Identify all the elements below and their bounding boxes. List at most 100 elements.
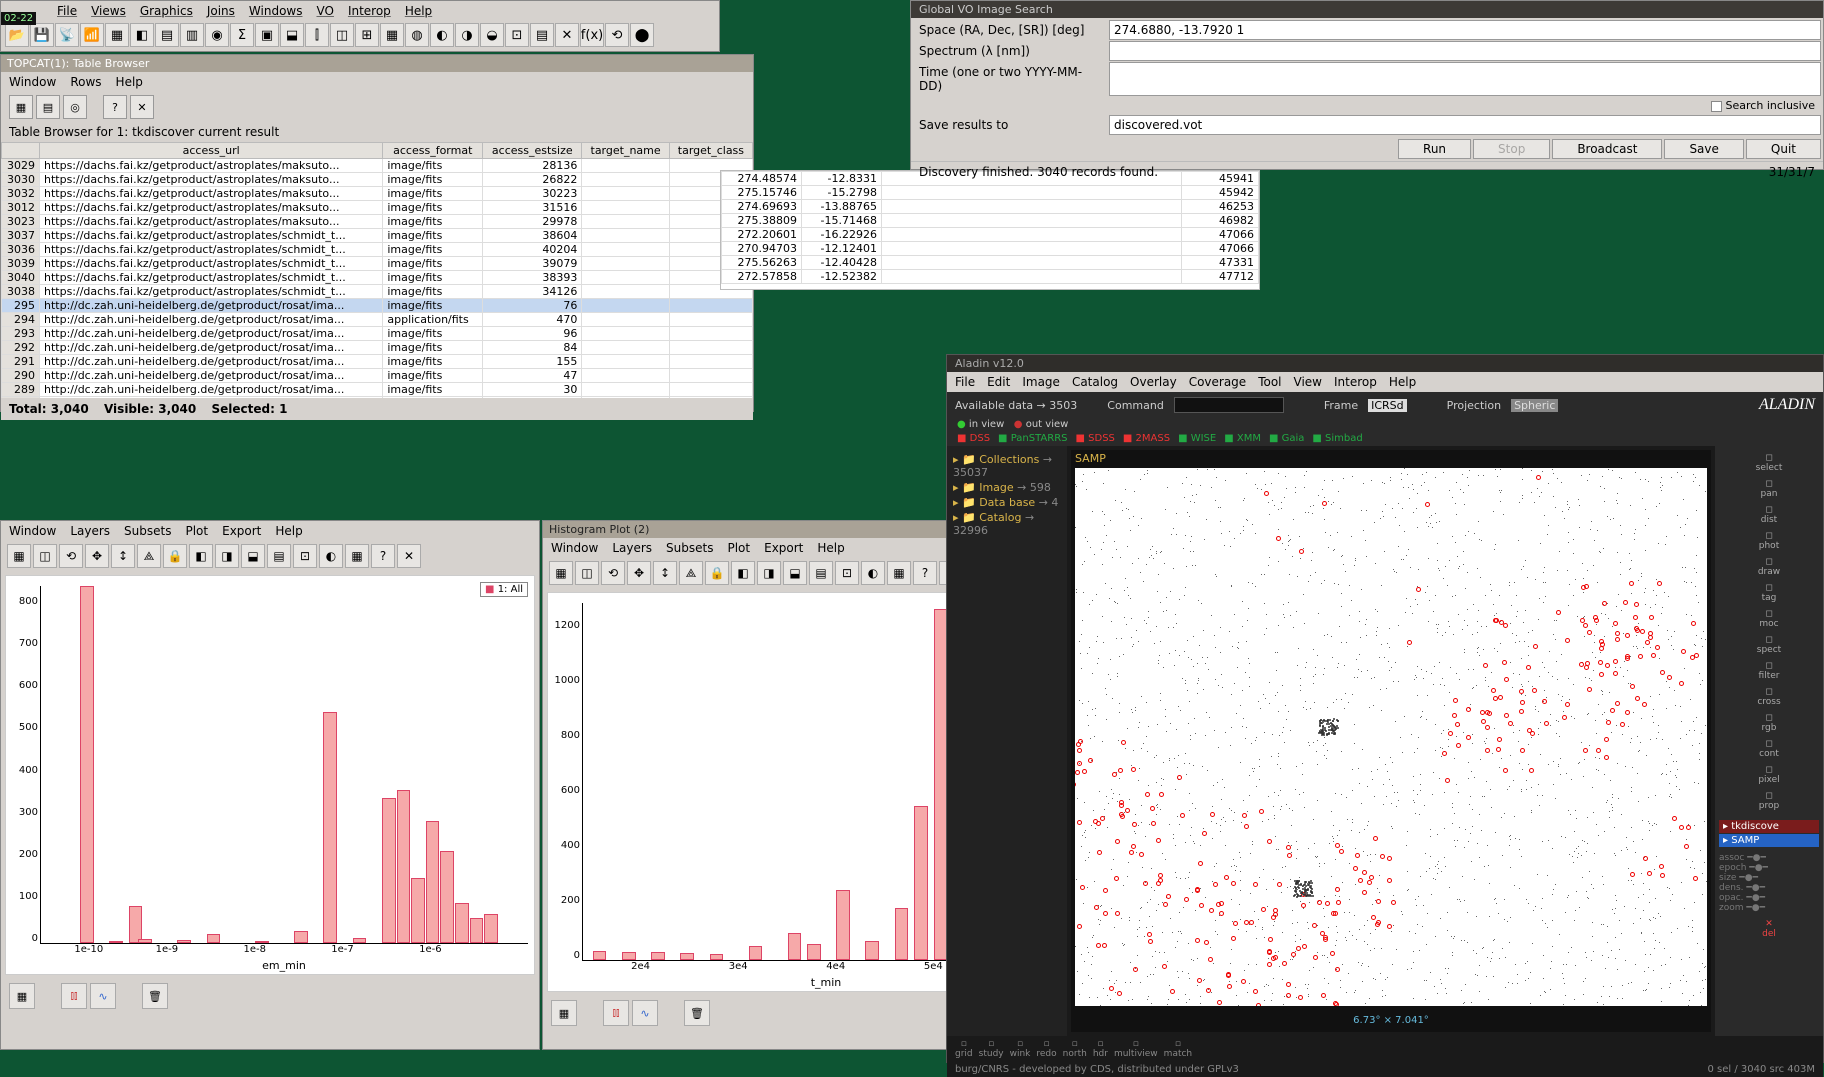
bars-icon[interactable]: ⫾⫾ [61, 983, 87, 1009]
table-row[interactable]: 295http://dc.zah.uni-heidelberg.de/getpr… [2, 299, 753, 313]
toolbar-icon[interactable]: ▦ [887, 561, 911, 585]
tree-item[interactable]: ▸ 📁 Catalog → 32996 [953, 510, 1061, 538]
slider-epoch[interactable]: epoch ━●━ [1719, 863, 1819, 873]
menu-window[interactable]: Window [9, 75, 56, 89]
slider-assoc[interactable]: assoc ━●━ [1719, 853, 1819, 863]
table-row[interactable]: 3040https://dachs.fai.kz/getproduct/astr… [2, 271, 753, 285]
menu-catalog[interactable]: Catalog [1072, 375, 1118, 389]
projection-select[interactable]: Spheric [1511, 399, 1558, 412]
slider-dens.[interactable]: dens. ━●━ [1719, 883, 1819, 893]
spectrum-input[interactable] [1109, 41, 1821, 61]
toolbar-icon[interactable]: ◧ [731, 561, 755, 585]
toolbar-icon[interactable]: ⬓ [280, 23, 304, 47]
toolbar-icon[interactable]: 💾 [30, 23, 54, 47]
toolbar-icon[interactable]: ▦ [345, 544, 369, 568]
toolbar-icon[interactable]: ▣ [255, 23, 279, 47]
tool-pan[interactable]: ◻pan [1719, 476, 1819, 502]
toolbar-icon[interactable]: 📶 [80, 23, 104, 47]
toolbar-icon[interactable]: ▤ [809, 561, 833, 585]
table-row[interactable]: 3036https://dachs.fai.kz/getproduct/astr… [2, 243, 753, 257]
toolbar-icon[interactable]: ▦ [105, 23, 129, 47]
column-header[interactable]: target_name [582, 143, 669, 159]
toolbar-icon[interactable]: ▦ [380, 23, 404, 47]
tool-cont[interactable]: ◻cont [1719, 736, 1819, 762]
layer-item[interactable]: ▸ SAMP [1719, 834, 1819, 847]
slider-size[interactable]: size ━●━ [1719, 873, 1819, 883]
toolbar-icon[interactable]: 📂 [5, 23, 29, 47]
menu-coverage[interactable]: Coverage [1189, 375, 1247, 389]
bars-icon[interactable]: ⫾⫾ [603, 1000, 629, 1026]
toolbar-icon[interactable]: ⟁ [137, 544, 161, 568]
toolbar-icon[interactable]: ⟲ [59, 544, 83, 568]
table-row[interactable]: 3037https://dachs.fai.kz/getproduct/astr… [2, 229, 753, 243]
grid-icon[interactable]: ▦ [9, 95, 33, 119]
close-icon[interactable]: ✕ [130, 95, 154, 119]
tool-filter[interactable]: ◻filter [1719, 658, 1819, 684]
column-header[interactable]: access_estsize [483, 143, 582, 159]
menu-export[interactable]: Export [764, 541, 803, 555]
toolbar-icon[interactable]: ◐ [861, 561, 885, 585]
toolbar-icon[interactable]: ⊡ [835, 561, 859, 585]
menu-layers[interactable]: Layers [70, 524, 110, 538]
collections-tree[interactable]: ▸ 📁 Collections → 35037▸ 📁 Image → 598▸ … [947, 446, 1067, 1036]
trash-icon[interactable]: 🗑 [142, 983, 168, 1009]
toolbar-icon[interactable]: ◫ [33, 544, 57, 568]
table-row[interactable]: 291http://dc.zah.uni-heidelberg.de/getpr… [2, 355, 753, 369]
save-input[interactable] [1109, 115, 1821, 135]
column-header[interactable] [2, 143, 40, 159]
survey-badge[interactable]: WISE [1178, 433, 1216, 444]
toolbar-icon[interactable]: ◫ [330, 23, 354, 47]
tool-draw[interactable]: ◻draw [1719, 554, 1819, 580]
menu-interop[interactable]: Interop [348, 4, 391, 18]
tool-pixel[interactable]: ◻pixel [1719, 762, 1819, 788]
table-row[interactable]: 289http://dc.zah.uni-heidelberg.de/getpr… [2, 383, 753, 397]
toolbar-icon[interactable]: ◑ [455, 23, 479, 47]
menu-windows[interactable]: Windows [249, 4, 303, 18]
tree-item[interactable]: ▸ 📁 Image → 598 [953, 480, 1061, 495]
column-header[interactable]: access_format [383, 143, 483, 159]
toolbar-icon[interactable]: ↕ [111, 544, 135, 568]
menu-rows[interactable]: Rows [70, 75, 101, 89]
menu-export[interactable]: Export [222, 524, 261, 538]
toolbar-icon[interactable]: ⊡ [505, 23, 529, 47]
bottom-icon-north[interactable]: ▫north [1063, 1039, 1087, 1059]
column-header[interactable]: access_url [40, 143, 383, 159]
tool-prop[interactable]: ◻prop [1719, 788, 1819, 814]
toolbar-icon[interactable]: ✥ [85, 544, 109, 568]
wave-icon[interactable]: ∿ [632, 1000, 658, 1026]
circle-tool-icon[interactable]: ◎ [63, 95, 87, 119]
run-button[interactable]: Run [1398, 139, 1471, 159]
delete-label[interactable]: del [1762, 929, 1776, 939]
tool-rgb[interactable]: ◻rgb [1719, 710, 1819, 736]
command-input[interactable] [1174, 397, 1284, 413]
tool-tag[interactable]: ◻tag [1719, 580, 1819, 606]
toolbar-icon[interactable]: ↕ [653, 561, 677, 585]
survey-badge[interactable]: XMM [1224, 433, 1261, 444]
inclusive-checkbox[interactable] [1711, 101, 1722, 112]
sky-view[interactable]: SAMP 6.73° × 7.041° [1071, 450, 1711, 1032]
tool-spect[interactable]: ◻spect [1719, 632, 1819, 658]
menu-file[interactable]: File [955, 375, 975, 389]
toolbar-icon[interactable]: ✕ [555, 23, 579, 47]
histogram-plot[interactable]: ■ 1: All 0100200300400500600700800 em_mi… [5, 575, 535, 975]
toolbar-icon[interactable]: ✕ [397, 544, 421, 568]
toolbar-icon[interactable]: ⟲ [601, 561, 625, 585]
wave-icon[interactable]: ∿ [90, 983, 116, 1009]
stop-button[interactable]: Stop [1473, 139, 1550, 159]
survey-badge[interactable]: PanSTARRS [998, 433, 1067, 444]
menu-overlay[interactable]: Overlay [1130, 375, 1177, 389]
tool-moc[interactable]: ◻moc [1719, 606, 1819, 632]
survey-badge[interactable]: Gaia [1269, 433, 1304, 444]
menu-subsets[interactable]: Subsets [666, 541, 713, 555]
toolbar-icon[interactable]: ⫿ [305, 23, 329, 47]
table-row[interactable]: 3030https://dachs.fai.kz/getproduct/astr… [2, 173, 753, 187]
toolbar-icon[interactable]: ⬓ [783, 561, 807, 585]
bottom-icon-match[interactable]: ▫match [1164, 1039, 1192, 1059]
broadcast-button[interactable]: Broadcast [1552, 139, 1662, 159]
layer-item[interactable]: ▸ tkdiscove [1719, 820, 1819, 833]
toolbar-icon[interactable]: ✥ [627, 561, 651, 585]
table-row[interactable]: 3039https://dachs.fai.kz/getproduct/astr… [2, 257, 753, 271]
survey-badge[interactable]: Simbad [1312, 433, 1362, 444]
grid-icon-2[interactable]: ▤ [36, 95, 60, 119]
toolbar-icon[interactable]: ⟲ [605, 23, 629, 47]
